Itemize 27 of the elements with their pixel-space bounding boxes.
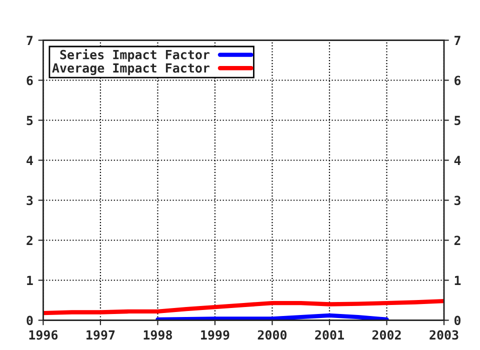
y-tick-label: 2 [26,236,32,245]
x-tick-label: 1996 [29,330,58,340]
y2-tick-label: 2 [454,236,460,245]
x-tick-label: 1997 [86,330,115,340]
y2-tick-label: 4 [454,156,461,165]
x-tick-label: 1998 [144,330,172,340]
legend-label: Series Impact Factor [60,49,210,62]
y2-tick-label: 1 [454,276,461,285]
y-tick-label: 1 [27,276,33,285]
x-tick-label: 2002 [372,330,401,340]
legend-label: Average Impact Factor [52,63,210,76]
y-tick-label: 5 [26,116,33,126]
x-tick-label: 2001 [315,330,344,340]
y-tick-label: 0 [26,316,33,326]
line-series [43,298,444,316]
y-tick-label: 4 [26,156,33,165]
y2-tick-label: 5 [454,116,460,126]
x-tick-label: 2003 [430,330,458,340]
y-tick-label: 7 [26,36,33,45]
x-tick-label: 2000 [258,330,287,340]
x-tick-label: 1999 [201,330,230,340]
y2-tick-label: 7 [454,36,460,45]
y2-tick-label: 3 [454,196,460,206]
y2-tick-label: 6 [454,76,461,86]
y-tick-label: 6 [26,76,33,86]
y2-tick-label: 0 [454,316,460,326]
y-tick-label: 3 [26,196,33,206]
